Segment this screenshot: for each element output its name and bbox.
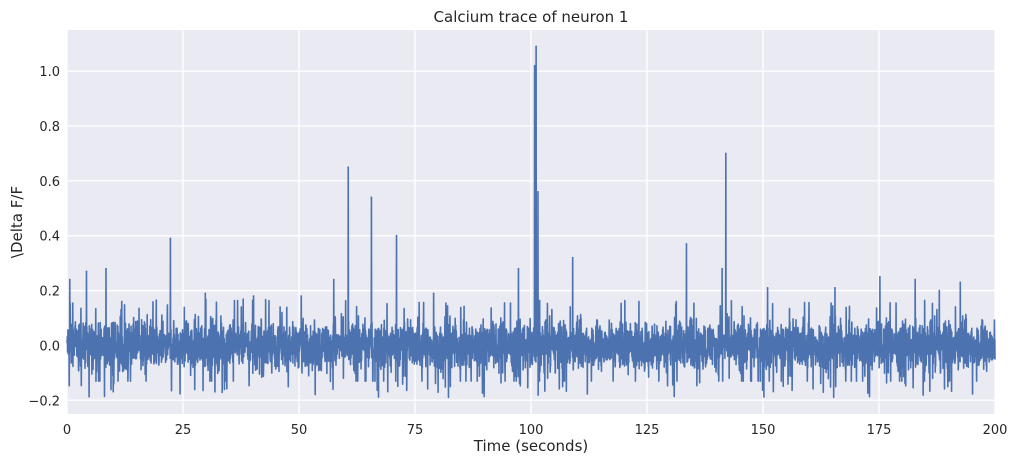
x-tick-label: 0 — [63, 423, 71, 438]
trace-peak-point — [685, 243, 688, 245]
calcium-trace-line — [66, 45, 996, 399]
x-tick-label: 75 — [407, 423, 424, 438]
x-axis-ticks: 0 25 50 75 100 125 150 175 200 — [63, 423, 1008, 438]
trace-peak-point — [959, 281, 961, 284]
trace-peak-point — [938, 289, 941, 292]
x-tick-label: 150 — [751, 423, 776, 438]
y-tick-label: −0.2 — [28, 394, 60, 409]
trace-peak-point — [85, 270, 88, 273]
trace-peak-point — [169, 237, 172, 240]
chart-title: Calcium trace of neuron 1 — [434, 8, 629, 26]
trace-peak-point — [537, 191, 539, 193]
trace-peak-point — [725, 152, 727, 155]
x-tick-label: 50 — [291, 423, 308, 438]
x-tick-label: 25 — [175, 423, 192, 438]
trace-peak-point — [300, 295, 303, 297]
trace-layer — [66, 45, 996, 399]
y-tick-label: 1.0 — [39, 65, 60, 80]
x-tick-label: 200 — [983, 423, 1008, 438]
trace-peak-point — [395, 234, 398, 237]
trace-peak-point — [333, 278, 335, 281]
trace-peak-point — [370, 196, 373, 199]
trace-peak-point — [834, 287, 836, 289]
x-tick-label: 100 — [519, 423, 544, 438]
trace-peak-point — [879, 276, 881, 278]
trace-peak-point — [533, 64, 536, 67]
trace-peak-point — [347, 166, 349, 168]
x-tick-label: 175 — [867, 423, 892, 438]
trace-peak-point — [252, 295, 255, 297]
trace-peak-point — [68, 278, 71, 281]
trace-peak-point — [721, 267, 723, 270]
y-tick-label: 0.2 — [39, 285, 60, 300]
y-tick-label: 0.6 — [39, 175, 60, 190]
x-axis-label: Time (seconds) — [473, 437, 589, 455]
trace-peak-point — [517, 267, 520, 270]
trace-peak-point — [204, 292, 207, 295]
trace-peak-point — [432, 292, 435, 295]
y-axis-label: \Delta F/F — [8, 186, 26, 258]
y-tick-label: 0.4 — [39, 230, 60, 245]
x-tick-label: 125 — [635, 423, 660, 438]
trace-peak-point — [914, 278, 916, 281]
trace-peak-point — [571, 256, 574, 259]
trace-peak-point — [105, 267, 107, 270]
y-tick-label: 0.0 — [39, 339, 60, 354]
y-tick-label: 0.8 — [39, 120, 60, 135]
trace-peak-point — [535, 45, 537, 48]
y-axis-ticks: −0.2 0.0 0.2 0.4 0.6 0.8 1.0 — [28, 65, 60, 409]
trace-peak-point — [766, 287, 769, 289]
